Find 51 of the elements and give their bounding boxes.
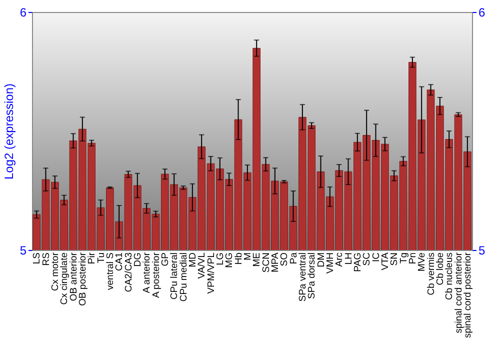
x-tick-label: VA/VL bbox=[196, 252, 208, 279]
x-tick-label: Cb vermis bbox=[426, 252, 437, 296]
x-tick-label: Cx cingulate bbox=[59, 252, 70, 305]
x-tick-label: GP bbox=[160, 252, 171, 266]
x-tick-label: M bbox=[242, 252, 254, 260]
x-tick-label: CA2/CA3 bbox=[123, 252, 134, 292]
x-tick-label: MPA bbox=[270, 252, 281, 272]
x-tick-label: spinal cord posterior bbox=[462, 252, 474, 338]
x-tick-label: LH bbox=[343, 252, 354, 265]
x-tick-label: VMH bbox=[324, 252, 336, 274]
x-tick-label: CPu medial bbox=[178, 252, 190, 302]
x-tick-label: A posterior bbox=[150, 252, 162, 298]
y2-tick-label: 5 bbox=[478, 244, 486, 258]
x-tick-label: spinal cord anterior bbox=[453, 252, 464, 334]
x-tick-label: SPa ventral bbox=[297, 252, 308, 302]
x-tick-label: RS bbox=[40, 252, 52, 266]
x-tick-label: LG bbox=[214, 252, 226, 266]
x-tick-label: VTA bbox=[380, 252, 391, 270]
x-tick-label: MVe bbox=[416, 252, 428, 272]
x-tick-label: SC bbox=[362, 252, 373, 266]
x-tick-label: Pir bbox=[86, 252, 98, 264]
x-tick-label: DG bbox=[132, 252, 144, 267]
x-tick-label: Tu bbox=[96, 252, 107, 264]
x-tick-label: MG bbox=[224, 252, 236, 268]
y-axis-title: Log2 (expression) bbox=[2, 83, 16, 180]
x-tick-label: ventral S bbox=[104, 252, 116, 290]
x-tick-label: Hb bbox=[233, 252, 244, 265]
x-tick-label: SCN bbox=[260, 252, 272, 273]
x-tick-label: IC bbox=[370, 252, 382, 262]
x-tick-label: A anterior bbox=[142, 252, 153, 294]
x-tick-label: SO bbox=[279, 252, 290, 266]
x-tick-label: PAG bbox=[352, 252, 364, 272]
x-tick-label: CA1 bbox=[114, 252, 126, 271]
x-tick-label: OB posterior bbox=[77, 252, 88, 306]
x-tick-label: CPu lateral bbox=[169, 252, 180, 300]
x-tick-label: Cb nucleus bbox=[444, 252, 456, 300]
x-tick-label: MD bbox=[187, 252, 198, 268]
x-tick-label: Cb lobe bbox=[434, 252, 446, 286]
x-tick-label: ME bbox=[252, 252, 263, 267]
x-tick-label: Arc bbox=[334, 252, 346, 267]
x-tick-label: Tg bbox=[398, 252, 410, 264]
x-tick-label: DM bbox=[316, 252, 327, 268]
x-tick-label: VPM/VPL bbox=[206, 252, 217, 294]
x-tick-label: Cx motor bbox=[50, 252, 61, 292]
x-tick-label: Pa bbox=[288, 252, 300, 264]
x-tick-label: LS bbox=[32, 252, 43, 264]
x-tick-label: SN bbox=[389, 252, 400, 266]
x-tick-label: SPa dorsal bbox=[306, 252, 318, 299]
x-tick-label: Pn bbox=[407, 252, 418, 264]
x-tick-label: OB anterior bbox=[68, 252, 80, 302]
y2-tick-label: 6 bbox=[478, 6, 486, 20]
